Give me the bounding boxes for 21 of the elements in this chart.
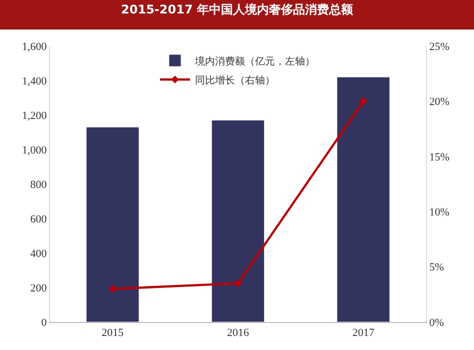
y-tick-label: 0 xyxy=(41,316,48,329)
y-tick-label: 1,200 xyxy=(22,110,48,122)
y-tick-label: 600 xyxy=(30,213,48,226)
x-tick-label: 2016 xyxy=(227,327,250,340)
y-tick-label: 1,000 xyxy=(22,144,48,156)
legend-label: 境内消费额（亿元，左轴） xyxy=(194,55,315,68)
y2-tick-label: 25% xyxy=(429,40,450,53)
y-tick-label: 400 xyxy=(30,248,48,260)
y2-tick-label: 0% xyxy=(429,316,444,329)
y2-tick-label: 5% xyxy=(429,262,444,274)
y2-tick-label: 10% xyxy=(429,206,450,218)
legend-label: 同比增长（右轴） xyxy=(195,74,275,86)
y2-tick-label: 20% xyxy=(429,96,450,108)
y-tick-label: 1,400 xyxy=(22,75,48,88)
y-tick-label: 1,600 xyxy=(22,40,48,53)
y-tick-label: 800 xyxy=(30,178,48,191)
y-tick-label: 200 xyxy=(30,282,48,294)
y2-tick-label: 15% xyxy=(429,151,450,164)
chart-title: 2015-2017 年中国人境内奢侈品消费总额 xyxy=(121,2,354,17)
x-tick-label: 2017 xyxy=(352,327,375,340)
x-tick-label: 2015 xyxy=(102,327,124,340)
